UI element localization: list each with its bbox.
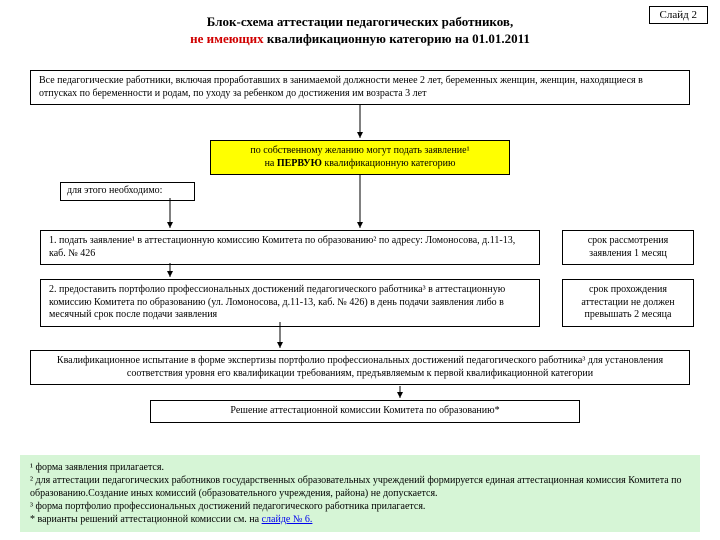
- footnote-4: * варианты решений аттестационной комисс…: [30, 513, 690, 526]
- footnote-1: ¹ форма заявления прилагается.: [30, 461, 690, 474]
- step2-text: 2. предоставить портфолио профессиональн…: [49, 284, 505, 320]
- yellow-line2a: на: [265, 158, 277, 169]
- footnote-2: ² для аттестации педагогических работник…: [30, 474, 690, 500]
- box-term1: срок рассмотрения заявления 1 месяц: [562, 230, 694, 265]
- need-text: для этого необходимо:: [67, 185, 162, 196]
- box-exam: Квалификационное испытание в форме экспе…: [30, 350, 690, 385]
- title-rest: квалификационную категорию на 01.01.2011: [264, 31, 530, 46]
- footnote-3: ³ форма портфолио профессиональных дости…: [30, 500, 690, 513]
- title-line1: Блок-схема аттестации педагогических раб…: [207, 14, 513, 29]
- yellow-line1: по собственному желанию могут подать зая…: [250, 145, 469, 156]
- box-need-label: для этого необходимо:: [60, 182, 195, 201]
- footnotes-panel: ¹ форма заявления прилагается. ² для атт…: [20, 455, 700, 532]
- title-red: не имеющих: [190, 31, 264, 46]
- yellow-bold: ПЕРВУЮ: [277, 158, 322, 169]
- yellow-line2c: квалификационную категорию: [322, 158, 456, 169]
- step1-text: 1. подать заявление¹ в аттестационную ко…: [49, 235, 515, 259]
- box-voluntary-application: по собственному желанию могут подать зая…: [210, 140, 510, 175]
- box-decision: Решение аттестационной комиссии Комитета…: [150, 400, 580, 423]
- slide-number-badge: Слайд 2: [649, 6, 708, 24]
- slide-title: Блок-схема аттестации педагогических раб…: [0, 0, 720, 48]
- footnote-4-text: * варианты решений аттестационной комисс…: [30, 514, 262, 525]
- footnote-4-link[interactable]: слайде № 6.: [262, 514, 313, 525]
- box-all-workers-text: Все педагогические работники, включая пр…: [39, 75, 643, 99]
- exam-text: Квалификационное испытание в форме экспе…: [57, 355, 663, 379]
- box-all-workers: Все педагогические работники, включая пр…: [30, 70, 690, 105]
- term2-text: срок прохождения аттестации не должен пр…: [581, 284, 674, 320]
- box-step1: 1. подать заявление¹ в аттестационную ко…: [40, 230, 540, 265]
- box-term2: срок прохождения аттестации не должен пр…: [562, 279, 694, 327]
- decision-text: Решение аттестационной комиссии Комитета…: [230, 405, 499, 416]
- term1-text: срок рассмотрения заявления 1 месяц: [588, 235, 669, 259]
- box-step2: 2. предоставить портфолио профессиональн…: [40, 279, 540, 327]
